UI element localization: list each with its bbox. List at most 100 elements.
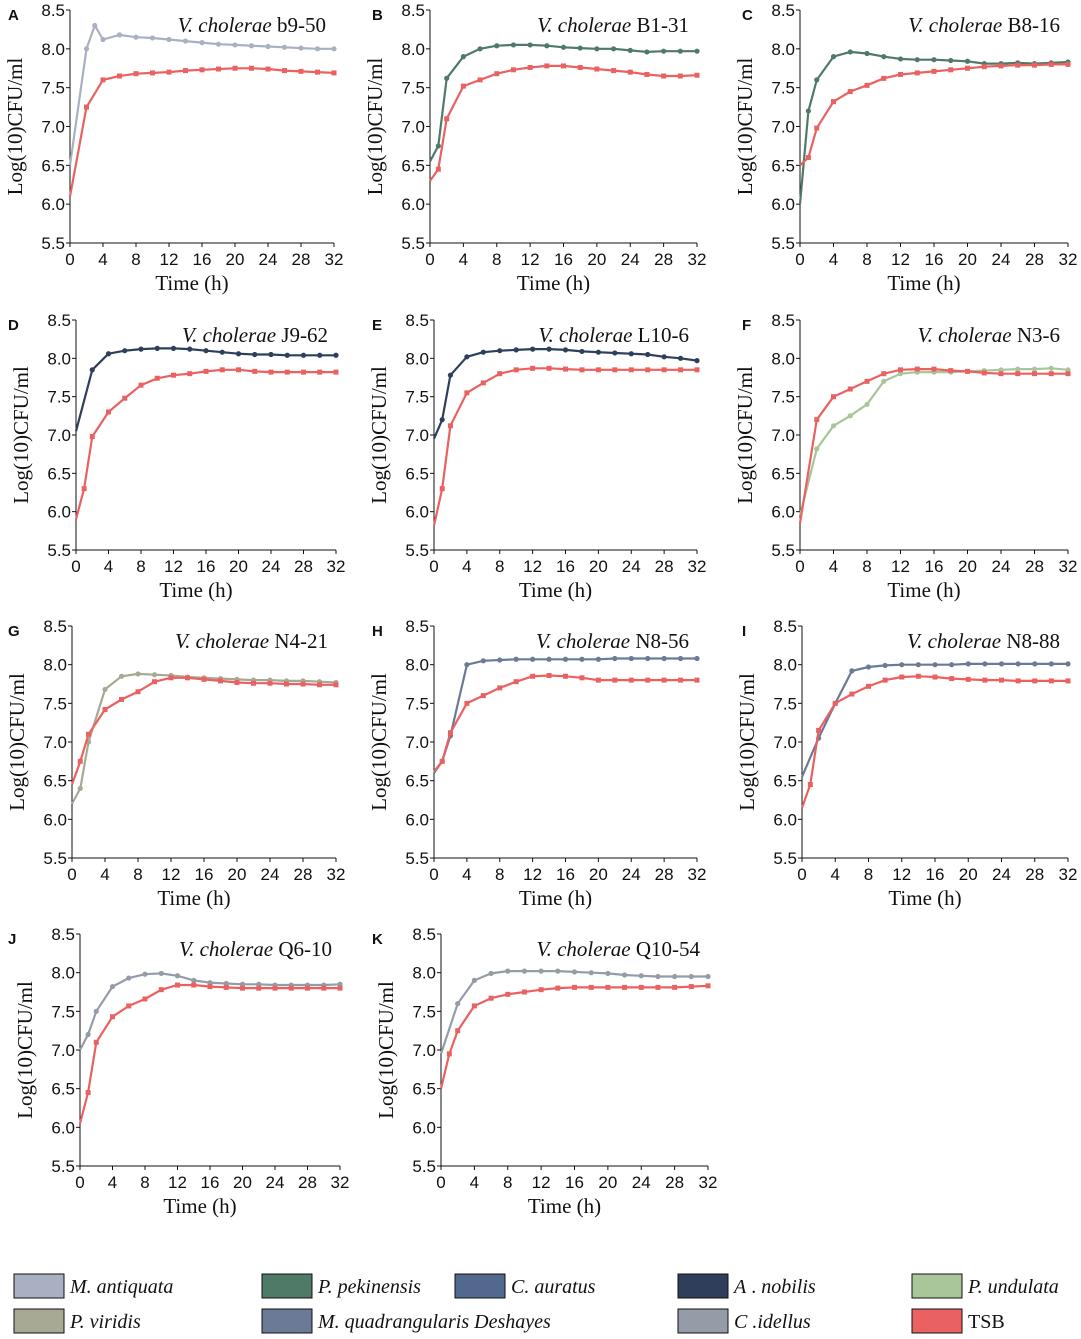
data-point-p-pekinensis [560, 44, 567, 50]
data-point-tsb [446, 1051, 452, 1057]
data-point-p-pekinensis [677, 48, 683, 54]
panel-label: F [742, 317, 751, 334]
legend-label-p-undulata: P. undulata [967, 1276, 1059, 1298]
data-point-tsb [284, 369, 290, 375]
y-tick-label: 7.5 [41, 79, 65, 98]
x-tick-label: 20 [587, 250, 606, 269]
x-tick-label: 12 [168, 1173, 187, 1192]
data-point-tsb [185, 675, 190, 681]
data-point-tsb [138, 382, 144, 388]
y-tick-label: 8.0 [41, 40, 65, 59]
legend-label-part: P. viridis [69, 1311, 141, 1333]
panel-label: B [372, 7, 383, 24]
data-point-tsb [530, 365, 536, 371]
panel-j: J 5.5 6.0 6.5 7.0 7.5 8.0 8.5 0 4 8 12 16 20 24 28 32 Tim… [8, 925, 349, 1218]
x-tick-label: 0 [67, 865, 76, 884]
y-tick-label: 5.5 [412, 1157, 436, 1176]
data-point-tsb [267, 680, 273, 686]
y-tick-label: 6.5 [401, 156, 425, 175]
data-point-tsb [563, 366, 568, 372]
data-point-p-undulata [1065, 367, 1071, 373]
data-point-a-nobilis [439, 417, 445, 423]
y-tick-label: 6.5 [405, 464, 429, 483]
x-tick-label: 20 [233, 1173, 252, 1192]
y-tick-label: 6.0 [41, 195, 65, 214]
data-point-tsb [219, 367, 225, 373]
data-point-tsb [546, 365, 552, 371]
data-point-tsb [931, 366, 937, 372]
data-point-tsb [678, 367, 684, 373]
data-point-tsb [300, 681, 306, 687]
y-axis-label: Log(10)CFU/ml [374, 981, 398, 1119]
x-tick-label: 4 [462, 865, 471, 884]
y-tick-label: 7.5 [405, 388, 429, 407]
data-point-p-undulata [864, 401, 870, 407]
data-point-tsb [331, 70, 337, 76]
legend-label-part: TSB [968, 1311, 1005, 1333]
data-point-m-quadrangularis-deshayes [530, 656, 536, 662]
x-tick-label: 28 [654, 250, 673, 269]
data-point-m-quadrangularis-deshayes [497, 657, 503, 663]
data-point-tsb [158, 987, 164, 993]
data-point-tsb [981, 370, 987, 376]
data-point-tsb [881, 371, 887, 377]
legend-label-part: P. pekinensis [317, 1276, 421, 1298]
y-tick-label: 8.0 [47, 349, 71, 368]
data-point-p-pekinensis [814, 77, 820, 83]
data-point-c-idellus [655, 973, 661, 980]
y-tick-label: 8.5 [771, 1, 795, 20]
panel-label: A [8, 7, 19, 24]
data-point-tsb [999, 677, 1004, 683]
series-line-tsb [439, 984, 709, 1089]
data-point-m-antiquata [281, 44, 288, 50]
data-point-a-nobilis [677, 355, 684, 361]
data-point-m-quadrangularis-deshayes [628, 655, 634, 662]
data-point-tsb [1015, 62, 1021, 68]
x-tick-label: 28 [655, 865, 674, 884]
x-tick-label: 20 [229, 557, 248, 576]
x-tick-label: 8 [862, 557, 871, 576]
data-point-a-nobilis [333, 352, 339, 358]
y-axis-label: Log(10)CFU/ml [3, 58, 27, 196]
data-point-tsb [480, 380, 486, 386]
data-point-a-nobilis [464, 354, 470, 360]
x-tick-label: 28 [298, 1173, 317, 1192]
y-tick-label: 6.5 [43, 772, 67, 791]
data-point-tsb [234, 679, 240, 685]
y-tick-label: 6.0 [771, 503, 795, 522]
x-tick-label: 28 [294, 557, 313, 576]
data-point-m-quadrangularis-deshayes [513, 656, 519, 662]
y-axis-label: Log(10)CFU/ml [9, 366, 33, 504]
y-tick-label: 7.5 [47, 388, 71, 407]
x-axis-label: Time (h) [157, 886, 230, 910]
data-point-c-idellus [705, 973, 711, 980]
panel-label: C [742, 7, 753, 24]
data-point-tsb [807, 782, 813, 788]
data-point-tsb [102, 707, 108, 713]
y-tick-label: 8.5 [41, 1, 65, 20]
panel-title-species: V. cholerae [538, 323, 632, 347]
panel-title-species: V. cholerae [907, 629, 1001, 653]
data-point-m-quadrangularis-deshayes [1065, 661, 1071, 667]
data-point-a-nobilis [595, 349, 601, 355]
legend-label-part: C .idellus [734, 1311, 811, 1333]
data-point-tsb [949, 676, 955, 682]
data-point-tsb [477, 77, 483, 83]
x-tick-label: 4 [98, 250, 107, 269]
y-tick-label: 8.5 [405, 617, 429, 636]
y-axis-label: Log(10)CFU/ml [363, 58, 387, 196]
panel-title-strain: L10-6 [632, 323, 689, 347]
y-tick-label: 5.5 [405, 541, 429, 560]
x-tick-label: 16 [197, 557, 216, 576]
data-point-tsb [89, 434, 95, 440]
x-tick-label: 16 [193, 250, 212, 269]
data-point-tsb [223, 984, 229, 990]
y-tick-label: 6.0 [405, 810, 429, 829]
data-point-m-quadrangularis-deshayes [915, 662, 921, 668]
panel-title-species: V. cholerae [917, 323, 1011, 347]
data-point-tsb [579, 367, 585, 373]
x-tick-label: 12 [164, 557, 183, 576]
x-tick-label: 28 [1025, 250, 1044, 269]
data-point-m-antiquata [314, 46, 321, 52]
data-point-p-pekinensis [931, 57, 937, 63]
